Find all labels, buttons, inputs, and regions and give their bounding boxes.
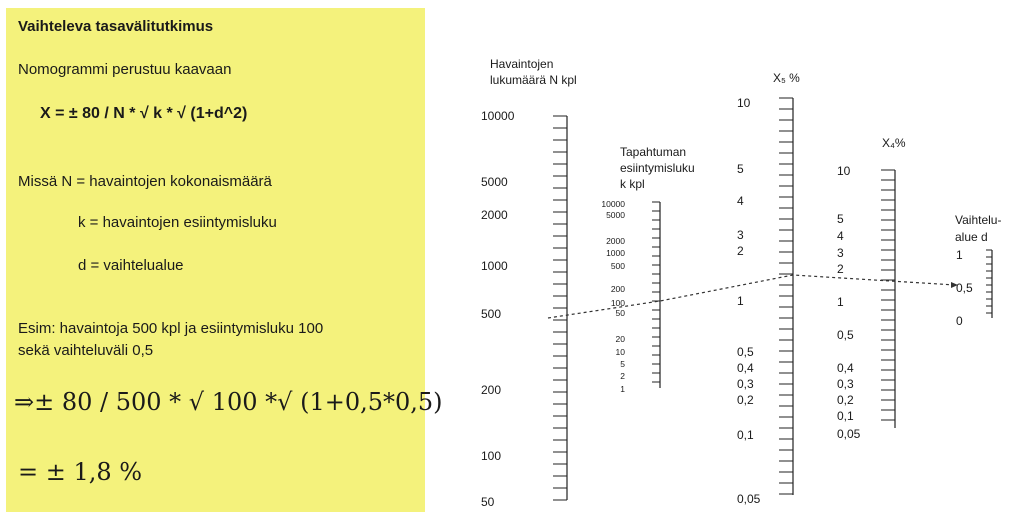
- axis-d-label: 1: [956, 248, 963, 262]
- axis-x5-label: 0,2: [737, 393, 754, 407]
- axis-x4-label: 0,5: [837, 328, 854, 342]
- axis-n-label: 2000: [481, 208, 508, 222]
- example-line-2: sekä vaihteluväli 0,5: [18, 342, 154, 359]
- example-path-line: [547, 274, 956, 319]
- axis-x5-label: 10: [737, 96, 751, 110]
- axis-k-title: esiintymisluku: [620, 161, 695, 175]
- axis-x5-label: 0,5: [737, 345, 754, 359]
- axis-k-title: Tapahtuman: [620, 145, 686, 159]
- axis-k-label: 20: [616, 334, 626, 344]
- axis-x4-label: 0,3: [837, 377, 854, 391]
- axis-x4-label: 5: [837, 212, 844, 226]
- definition-n: Missä N = havaintojen kokonaismäärä: [18, 173, 272, 190]
- axis-k-label: 200: [611, 284, 625, 294]
- axis-x5-label: 5: [737, 162, 744, 176]
- note-title: Vaihteleva tasavälitutkimus: [18, 18, 214, 35]
- axis-k-label: 5000: [606, 210, 625, 220]
- axis-k-label: 5: [620, 359, 625, 369]
- axis-n-label: 1000: [481, 259, 508, 273]
- axis-k-label: 100: [611, 298, 625, 308]
- axis-x4-label: 4: [837, 229, 844, 243]
- example-line-1: Esim: havaintoja 500 kpl ja esiintymislu…: [18, 320, 324, 337]
- axis-x5-label: 0,1: [737, 428, 754, 442]
- axis-k-label: 2: [620, 371, 625, 381]
- axis-x5-label: 3: [737, 228, 744, 242]
- axis-d-title: Vaihtelu-: [955, 213, 1001, 227]
- axis-x4-label: 10: [837, 164, 851, 178]
- axis-k-label: 10000: [601, 199, 625, 209]
- axis-n-label: 200: [481, 383, 501, 397]
- axis-x4-label: 3: [837, 246, 844, 260]
- note-intro: Nomogrammi perustuu kaavaan: [18, 61, 232, 78]
- axis-x4-label: 2: [837, 262, 844, 276]
- axis-d-title: alue d: [955, 230, 988, 244]
- axis-k-label: 10: [616, 347, 626, 357]
- axis-x4-label: 0,4: [837, 361, 854, 375]
- definition-k: k = havaintojen esiintymisluku: [78, 214, 277, 231]
- axis-n-title: lukumäärä N kpl: [490, 73, 577, 87]
- axis-k-label: 1: [620, 384, 625, 394]
- axis-k-label: 2000: [606, 236, 625, 246]
- formula: X = ± 80 / N * √ k * √ (1+d^2): [40, 105, 248, 122]
- axis-d-label: 0,5: [956, 281, 973, 295]
- axis-x5-label: 0,05: [737, 492, 761, 506]
- axis-x4-label: 0,1: [837, 409, 854, 423]
- axis-n-label: 50: [481, 495, 495, 509]
- axis-n-label: 100: [481, 449, 501, 463]
- example-calculation: ⇒± 80 / 500 * √ 100 *√ (1+0,5*0,5): [14, 388, 443, 416]
- axis-d-label: 0: [956, 314, 963, 328]
- axis-n-label: 10000: [481, 109, 515, 123]
- axis-n-label: 500: [481, 307, 501, 321]
- axis-x4-label: 1: [837, 295, 844, 309]
- axis-x5-label: 0,3: [737, 377, 754, 391]
- sticky-note: Vaihteleva tasavälitutkimus Nomogrammi p…: [6, 8, 443, 512]
- example-result: = ± 1,8 %: [18, 458, 143, 486]
- axis-x5-label: 1: [737, 294, 744, 308]
- axis-x5-title: X₅ %: [773, 71, 800, 85]
- axis-k-label: 50: [616, 308, 626, 318]
- axis-k-label: 500: [611, 261, 625, 271]
- axis-x5-label: 4: [737, 194, 744, 208]
- definition-d: d = vaihtelualue: [78, 257, 184, 274]
- axis-n-label: 5000: [481, 175, 508, 189]
- axis-k-label: 1000: [606, 248, 625, 258]
- axis-k-title: k kpl: [620, 177, 645, 191]
- example-path-arrowhead: [951, 282, 958, 288]
- axis-x5-label: 2: [737, 244, 744, 258]
- axis-x4-title: X₄%: [882, 136, 906, 150]
- axis-x4-label: 0,05: [837, 427, 861, 441]
- axis-x4-label: 0,2: [837, 393, 854, 407]
- axis-x5-label: 0,4: [737, 361, 754, 375]
- axis-n-title: Havaintojen: [490, 57, 553, 71]
